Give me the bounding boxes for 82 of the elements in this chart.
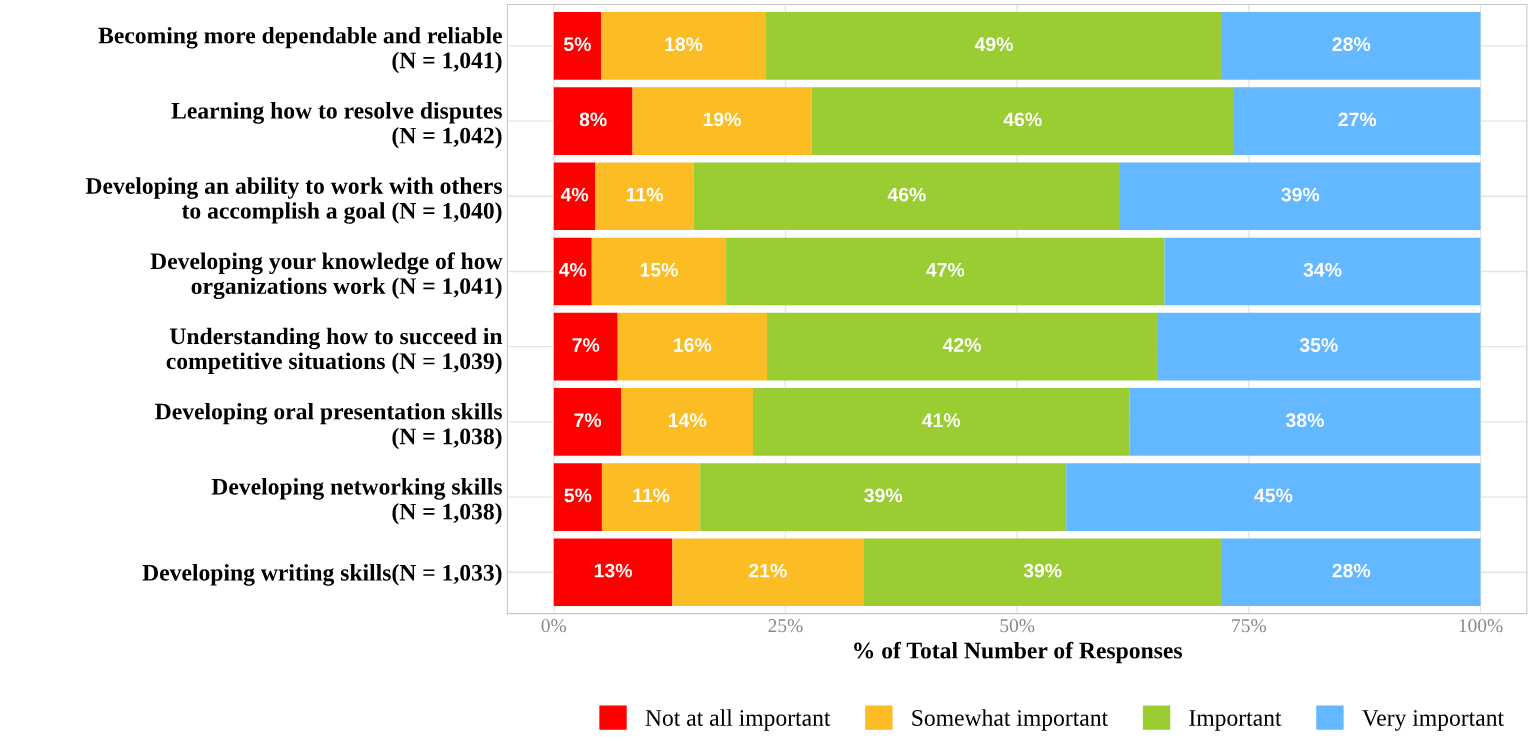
bar (766, 312, 1158, 381)
data-label: 5% (564, 488, 592, 503)
bar (693, 162, 1121, 231)
x-tick-label: 0% (541, 619, 567, 633)
data-label: 46% (1003, 112, 1042, 127)
bar (601, 12, 766, 80)
data-label: 39% (864, 488, 903, 503)
data-label: 49% (974, 37, 1013, 52)
data-label: 15% (640, 262, 678, 277)
y-tick-label: Developing an ability to work with others to accomplish a goal (N = 1,040) (85, 177, 502, 224)
data-label: 39% (1281, 187, 1320, 202)
data-label: 47% (926, 262, 965, 277)
data-label: 19% (703, 112, 741, 127)
data-label: 4% (559, 262, 587, 277)
bar (863, 538, 1222, 607)
data-label: 28% (1332, 563, 1371, 578)
y-tick-label: Becoming more dependable and reliable (N = 1,041) (98, 26, 502, 74)
data-label: 18% (665, 37, 703, 52)
bar (553, 12, 602, 80)
data-label: 7% (574, 413, 602, 428)
bar (1164, 237, 1481, 306)
bar (1120, 162, 1481, 231)
bar (1221, 538, 1481, 607)
data-label: 34% (1303, 262, 1342, 277)
legend-label: Very important (1362, 710, 1504, 731)
bar (553, 463, 602, 531)
data-label: 35% (1299, 338, 1338, 352)
data-label: 38% (1285, 413, 1324, 428)
y-tick-label: Developing networking skills (N = 1,038) (211, 478, 502, 525)
legend-label: Somewhat important (912, 709, 1109, 731)
y-tick-label: Developing oral presentation skills (N = 1,038) (155, 402, 502, 450)
x-tick-label: 100% (1459, 619, 1503, 633)
data-label: 13% (594, 563, 633, 578)
x-tick-label: 25% (768, 619, 803, 633)
x-axis-title: % of Total Number of Responses (854, 641, 1182, 664)
bar (1234, 87, 1481, 155)
bar (672, 538, 864, 607)
data-label: 45% (1254, 488, 1293, 503)
y-tick-label: Developing writing skills(N = 1,033) (142, 564, 502, 586)
bar (553, 237, 592, 306)
bar (1129, 388, 1481, 456)
data-label: 27% (1338, 112, 1377, 127)
bar (591, 237, 727, 306)
y-tick-label: Understanding how to succeed in competitive situations (N = 1,039) (166, 327, 503, 374)
data-label: 42% (942, 338, 981, 352)
bar (617, 312, 767, 381)
data-label: 21% (749, 563, 787, 578)
bar (553, 87, 633, 155)
data-label: 5% (563, 37, 591, 52)
bar (553, 312, 618, 381)
bar (632, 87, 812, 155)
bar (700, 463, 1067, 531)
data-label: 14% (668, 413, 707, 428)
bar (601, 463, 701, 531)
bar (553, 538, 673, 607)
data-label: 39% (1023, 563, 1062, 578)
bar (621, 388, 754, 456)
y-tick-label: Learning how to resolve disputes (N = 1,042) (171, 102, 502, 149)
legend-label: Not at all important (645, 709, 831, 731)
data-label: 46% (887, 187, 926, 202)
data-label: 8% (579, 112, 607, 127)
legend-label: Important (1189, 710, 1282, 731)
data-label: 41% (921, 413, 961, 428)
bar (1066, 463, 1481, 531)
bar (753, 388, 1130, 456)
data-label: 11% (633, 488, 670, 503)
bar (553, 162, 596, 231)
x-tick-label: 75% (1232, 619, 1266, 633)
data-label: 4% (560, 187, 589, 202)
bar (1221, 12, 1481, 80)
x-tick-label: 50% (1000, 619, 1035, 633)
data-label: 16% (674, 338, 712, 352)
bar (726, 237, 1165, 306)
bar (811, 87, 1235, 155)
data-label: 11% (626, 187, 663, 202)
data-label: 7% (572, 338, 600, 352)
bar (595, 162, 694, 231)
bar (1157, 312, 1481, 381)
y-tick-label: Developing your knowledge of how organizations work (N = 1,041) (150, 252, 503, 300)
bar (553, 388, 622, 456)
data-label: 28% (1332, 37, 1371, 52)
bar (765, 12, 1222, 80)
